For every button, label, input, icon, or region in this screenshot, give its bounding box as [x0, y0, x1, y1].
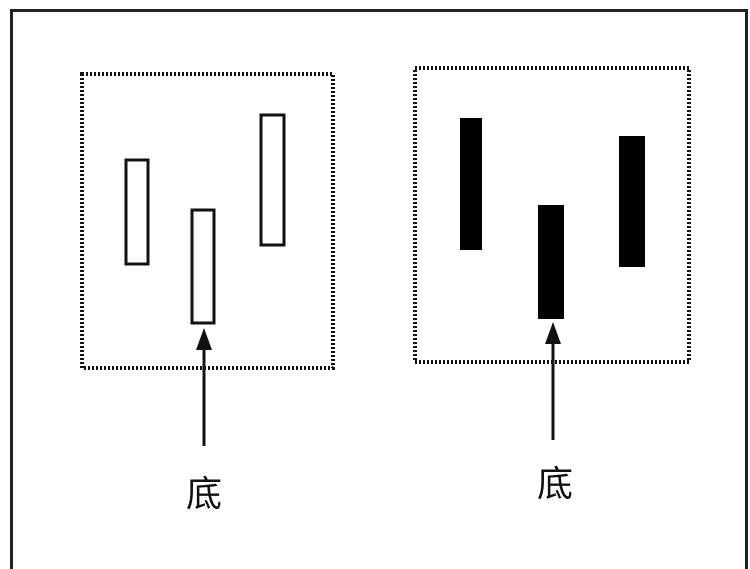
hollow-candle-left-2 — [190, 208, 216, 325]
arrow-left — [196, 328, 212, 446]
bottom-label-right: 底 — [537, 464, 574, 505]
dotted-box-left — [80, 72, 335, 370]
figure-frame — [10, 9, 748, 569]
bottom-label-left: 底 — [186, 474, 223, 515]
panel-right — [413, 66, 691, 440]
filled-candle-right-1 — [460, 118, 482, 250]
hollow-candle-left-1 — [124, 158, 150, 266]
arrow-right — [545, 322, 561, 440]
hollow-candle-left-3 — [259, 113, 286, 247]
panel-left — [80, 72, 335, 446]
filled-candle-right-3 — [619, 136, 645, 267]
filled-candle-right-2 — [538, 205, 564, 319]
